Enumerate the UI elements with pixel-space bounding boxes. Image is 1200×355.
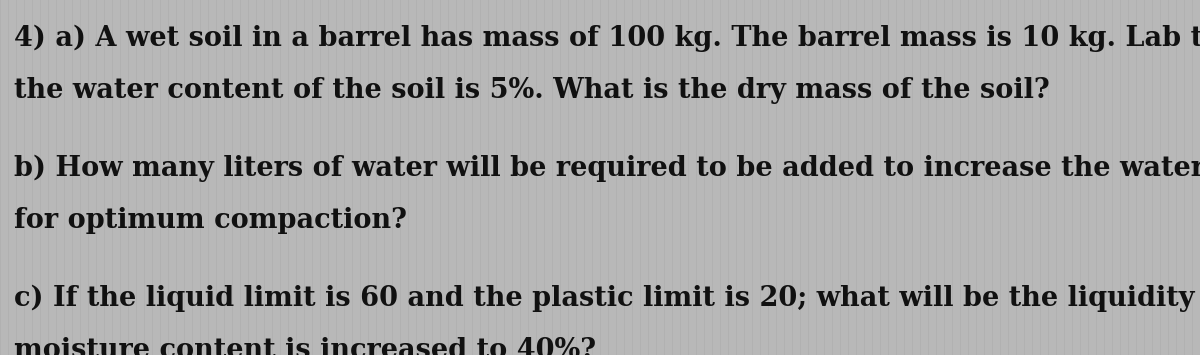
Text: the water content of the soil is 5%. What is the dry mass of the soil?: the water content of the soil is 5%. Wha…: [14, 77, 1050, 104]
Text: b) How many liters of water will be required to be added to increase the water c: b) How many liters of water will be requ…: [14, 155, 1200, 182]
Text: c) If the liquid limit is 60 and the plastic limit is 20; what will be the liqui: c) If the liquid limit is 60 and the pla…: [14, 285, 1200, 312]
Text: 4) a) A wet soil in a barrel has mass of 100 kg. The barrel mass is 10 kg. Lab t: 4) a) A wet soil in a barrel has mass of…: [14, 25, 1200, 52]
Text: moisture content is increased to 40%?: moisture content is increased to 40%?: [14, 337, 596, 355]
Text: for optimum compaction?: for optimum compaction?: [14, 207, 408, 234]
